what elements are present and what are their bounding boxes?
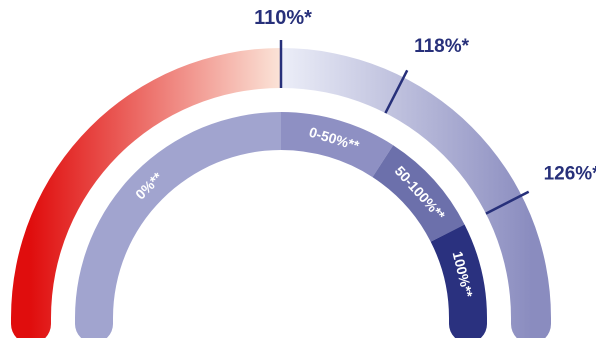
threshold-label: 126%* (544, 163, 596, 184)
threshold-labels: 110%* 118%* 126%* (254, 7, 596, 184)
threshold-divider (485, 190, 530, 215)
threshold-dividers (279, 40, 530, 215)
threshold-divider (384, 69, 409, 114)
inner-segment (372, 145, 465, 242)
outer-arc-red-zone (11, 48, 281, 338)
threshold-label: 110%* (254, 7, 312, 29)
inner-segment (281, 112, 394, 178)
threshold-label: 118%* (414, 36, 470, 57)
outer-arc-blue-zone (281, 48, 551, 338)
inner-segment (75, 112, 281, 338)
inner-segment (430, 224, 487, 338)
inner-arc-segments (75, 112, 487, 338)
